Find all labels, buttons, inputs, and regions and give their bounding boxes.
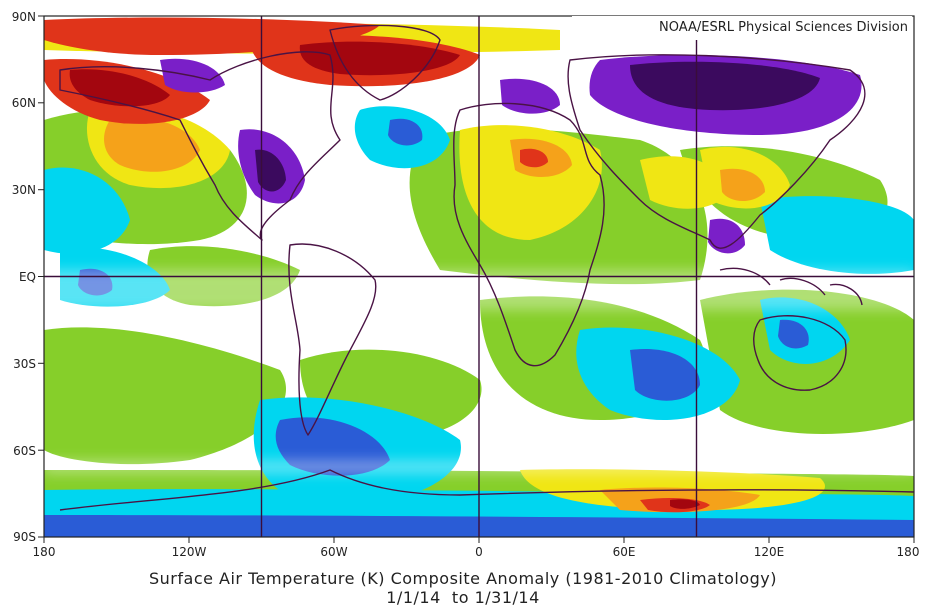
y-axis [38, 15, 44, 538]
x-tick-180e: 180 [897, 545, 920, 559]
coast-antarctica [59, 469, 914, 511]
coast-greenland [329, 24, 441, 101]
x-tick-180w: 180 [33, 545, 56, 559]
y-tick-90s: 90S [13, 530, 36, 544]
coast-maritime-asia [719, 267, 863, 306]
coast-australia [753, 315, 847, 391]
x-tick-60w: 60W [320, 545, 347, 559]
x-axis [43, 537, 915, 543]
coastlines [59, 24, 914, 511]
x-tick-120w: 120W [172, 545, 207, 559]
y-tick-60n: 60N [12, 96, 36, 110]
x-tick-60e: 60E [613, 545, 636, 559]
x-tick-120e: 120E [754, 545, 785, 559]
y-tick-eq: EQ [19, 270, 36, 284]
coast-asia [567, 54, 866, 249]
map-date-range: 1/1/14 to 1/31/14 [386, 588, 540, 607]
y-tick-30s: 30S [13, 357, 36, 371]
coast-north-america [59, 51, 341, 241]
credit-label: NOAA/ESRL Physical Sciences Division [572, 16, 912, 40]
y-tick-90n: 90N [12, 10, 36, 24]
map-title: Surface Air Temperature (K) Composite An… [149, 569, 777, 588]
x-tick-labels: 180 120W 60W 0 60E 120E 180 [33, 545, 920, 559]
y-tick-60s: 60S [13, 444, 36, 458]
coast-south-america [288, 243, 377, 436]
y-tick-labels: 90N 60N 30N EQ 30S 60S 90S [12, 10, 36, 544]
graticule [44, 16, 914, 537]
y-tick-30n: 30N [12, 183, 36, 197]
anomaly-deeppurple-regions [255, 61, 820, 192]
coast-europe-africa [453, 102, 605, 367]
x-tick-0: 0 [475, 545, 483, 559]
anomaly-orange-regions [104, 117, 765, 513]
